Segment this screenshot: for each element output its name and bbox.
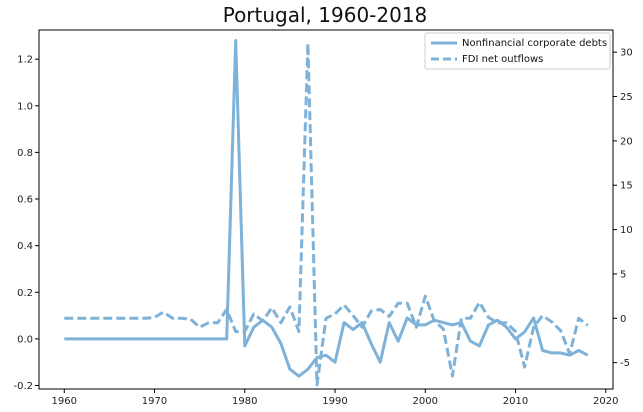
right-tick-label: 10 (620, 225, 633, 236)
left-tick-label: 0.4 (17, 241, 33, 252)
legend: Nonfinancial corporate debts FDI net out… (424, 32, 611, 70)
x-tick-label: 2000 (413, 396, 438, 407)
right-tick-label: -5 (620, 358, 630, 369)
right-tick-label: 5 (620, 269, 626, 280)
fdi-net-outflows-line (64, 41, 589, 387)
left-tick-label: -0.2 (13, 381, 33, 392)
right-tick-label: 0 (620, 314, 626, 325)
plot-area-frame (38, 29, 614, 390)
right-tick-label: 20 (620, 136, 633, 147)
left-tick-label: 0.8 (17, 148, 33, 159)
legend-label-0: Nonfinancial corporate debts (462, 38, 607, 49)
right-axis: -5 0 5 10 15 20 25 30 (613, 48, 633, 369)
right-tick-label: 15 (620, 181, 633, 192)
left-tick-label: 1.0 (17, 101, 33, 112)
right-tick-label: 30 (620, 48, 633, 59)
left-axis: -0.2 0.0 0.2 0.4 0.6 0.8 1.0 1.2 (13, 55, 39, 392)
legend-label-1: FDI net outflows (462, 54, 543, 65)
x-tick-label: 1980 (232, 396, 257, 407)
legend-box (424, 32, 611, 70)
left-tick-label: 0.0 (17, 334, 33, 345)
chart-title: Portugal, 1960-2018 (223, 3, 428, 27)
x-tick-label: 2020 (593, 396, 618, 407)
x-tick-label: 1960 (52, 396, 77, 407)
x-tick-label: 1970 (142, 396, 167, 407)
x-axis: 1960 1970 1980 1990 2000 2010 2020 (52, 389, 619, 407)
x-tick-label: 1990 (322, 396, 347, 407)
x-tick-label: 2010 (503, 396, 528, 407)
right-tick-label: 25 (620, 92, 633, 103)
series-layer (64, 39, 589, 387)
left-tick-label: 0.6 (17, 195, 33, 206)
left-tick-label: 0.2 (17, 288, 33, 299)
left-tick-label: 1.2 (17, 55, 33, 66)
